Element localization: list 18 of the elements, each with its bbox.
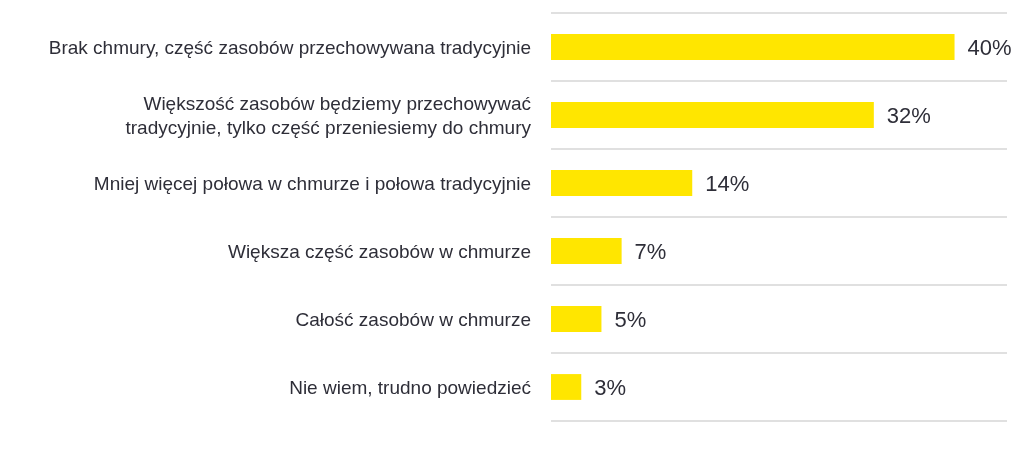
data-label: 32% xyxy=(886,102,931,128)
bar xyxy=(551,238,622,264)
y-tick-label: Mniej więcej połowa w chmurze i połowa tradycyjnie xyxy=(93,172,531,194)
data-label: 7% xyxy=(634,238,667,264)
y-tick-label: Większość zasobów będziemy przechowywać tradycyjnie, tylko część przeniesiemy do chmury xyxy=(125,92,532,138)
y-tick-label: Nie wiem, trudno powiedzieć xyxy=(289,376,531,398)
bar xyxy=(551,374,582,400)
bar xyxy=(551,34,955,60)
bar xyxy=(551,306,602,332)
data-label: 40% xyxy=(967,34,1012,60)
y-tick-label: Większa część zasobów w chmurze xyxy=(227,240,531,262)
bar xyxy=(551,170,693,196)
y-tick-label: Brak chmury, część zasobów przechowywana tradycyjnie xyxy=(48,36,531,58)
data-label: 3% xyxy=(594,374,627,400)
data-label: 5% xyxy=(614,306,647,332)
y-tick-label: Całość zasobów w chmurze xyxy=(295,308,531,330)
data-label: 14% xyxy=(705,170,750,196)
bar xyxy=(551,102,874,128)
